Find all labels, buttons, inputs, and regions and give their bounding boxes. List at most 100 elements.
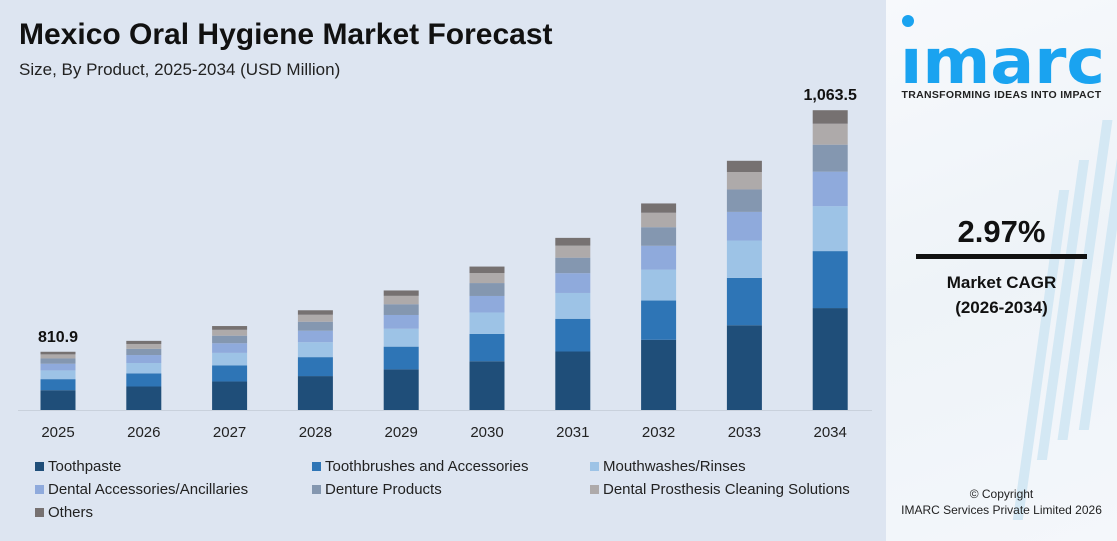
bar-segment-toothpaste-2034 bbox=[812, 308, 848, 410]
copyright-text: © Copyright bbox=[969, 487, 1034, 501]
bar-segment-mouthwashes-rinses-2025 bbox=[40, 370, 76, 380]
x-tick-label: 2027 bbox=[213, 424, 246, 441]
chart-subtitle: Size, By Product, 2025-2034 (USD Million… bbox=[19, 60, 341, 79]
bar-segment-denture-products-2028 bbox=[297, 321, 333, 331]
chart-panel: Mexico Oral Hygiene Market Forecast Size… bbox=[0, 0, 886, 541]
tagline: TRANSFORMING IDEAS INTO IMPACT bbox=[901, 89, 1102, 101]
legend-swatch bbox=[35, 485, 44, 494]
bar-segment-others-2028 bbox=[297, 310, 333, 315]
legend-swatch bbox=[312, 485, 321, 494]
data-label: 1,063.5 bbox=[804, 87, 857, 104]
bar-segment-denture-products-2033 bbox=[726, 189, 762, 212]
bar-segment-mouthwashes-rinses-2033 bbox=[726, 240, 762, 278]
x-tick-label: 2028 bbox=[299, 424, 332, 441]
x-tick-label: 2025 bbox=[41, 424, 74, 441]
legend-item: Mouthwashes/Rinses bbox=[590, 458, 746, 475]
legend-item: Denture Products bbox=[312, 481, 442, 498]
bar-segment-dental-accessories-ancillaries-2027 bbox=[212, 343, 248, 353]
bar-segment-mouthwashes-rinses-2029 bbox=[383, 328, 419, 347]
bar-segment-others-2030 bbox=[469, 266, 505, 274]
bar-segment-denture-products-2034 bbox=[812, 144, 848, 172]
bar-segment-mouthwashes-rinses-2027 bbox=[212, 352, 248, 366]
divider bbox=[916, 254, 1087, 259]
bar-segment-toothbrushes-and-accessories-2029 bbox=[383, 346, 419, 370]
legend-item: Others bbox=[35, 504, 93, 521]
bar-segment-dental-prosthesis-cleaning-solutions-2030 bbox=[469, 273, 505, 284]
bar-segment-denture-products-2031 bbox=[555, 257, 591, 274]
company-name: IMARC Services Private Limited 2026 bbox=[901, 503, 1102, 517]
legend-label: Others bbox=[48, 504, 94, 521]
bar-segment-toothpaste-2033 bbox=[726, 325, 762, 410]
bar-segment-denture-products-2032 bbox=[641, 227, 677, 246]
bar-segment-dental-accessories-ancillaries-2030 bbox=[469, 295, 505, 313]
bar-segment-toothbrushes-and-accessories-2031 bbox=[555, 318, 591, 352]
imarc-logo: ımarc bbox=[900, 15, 1105, 87]
bar-segment-dental-accessories-ancillaries-2031 bbox=[555, 273, 591, 293]
legend-swatch bbox=[590, 485, 599, 494]
legend-label: Toothbrushes and Accessories bbox=[325, 458, 529, 475]
bar-segment-others-2029 bbox=[383, 290, 419, 296]
bar-segment-mouthwashes-rinses-2034 bbox=[812, 206, 848, 252]
x-tick-label: 2029 bbox=[385, 424, 418, 441]
copyright: © Copyright IMARC Services Private Limit… bbox=[886, 486, 1117, 518]
bar-segment-toothbrushes-and-accessories-2027 bbox=[212, 365, 248, 382]
bar-segment-others-2031 bbox=[555, 237, 591, 246]
bar-segment-dental-accessories-ancillaries-2028 bbox=[297, 330, 333, 343]
bar-segment-dental-prosthesis-cleaning-solutions-2034 bbox=[812, 123, 848, 145]
bar-segment-toothbrushes-and-accessories-2028 bbox=[297, 357, 333, 377]
bar-segment-mouthwashes-rinses-2032 bbox=[641, 269, 677, 301]
bar-segment-dental-prosthesis-cleaning-solutions-2029 bbox=[383, 295, 419, 305]
legend-item: Dental Accessories/Ancillaries bbox=[35, 481, 248, 498]
legend-swatch bbox=[590, 462, 599, 471]
bar-segment-denture-products-2027 bbox=[212, 335, 248, 344]
x-tick-label: 2026 bbox=[127, 424, 160, 441]
sidebar: ımarc TRANSFORMING IDEAS INTO IMPACT 2.9… bbox=[886, 0, 1117, 541]
legend-swatch bbox=[35, 462, 44, 471]
bar-segment-dental-accessories-ancillaries-2025 bbox=[40, 363, 76, 371]
bar-segment-others-2025 bbox=[40, 351, 76, 355]
bar-segment-toothpaste-2026 bbox=[126, 386, 162, 410]
bar-segment-denture-products-2025 bbox=[40, 358, 76, 364]
bar-segment-dental-accessories-ancillaries-2034 bbox=[812, 171, 848, 207]
bar-segment-mouthwashes-rinses-2028 bbox=[297, 342, 333, 358]
bar-segment-toothpaste-2027 bbox=[212, 381, 248, 410]
bar-segment-dental-prosthesis-cleaning-solutions-2026 bbox=[126, 343, 162, 349]
bar-segment-toothpaste-2029 bbox=[383, 369, 419, 410]
bar-segment-dental-accessories-ancillaries-2029 bbox=[383, 314, 419, 329]
bar-segment-mouthwashes-rinses-2031 bbox=[555, 292, 591, 319]
bar-segment-toothpaste-2032 bbox=[641, 339, 677, 410]
bar-segment-dental-prosthesis-cleaning-solutions-2027 bbox=[212, 329, 248, 336]
stacked-bar-chart: 2025 810.9 2026 2027 2028 2029 2030 2031 2032 203… bbox=[18, 87, 872, 441]
bar-segment-toothpaste-2028 bbox=[297, 376, 333, 410]
bar-segment-toothbrushes-and-accessories-2030 bbox=[469, 333, 505, 362]
legend-item: Toothpaste bbox=[35, 458, 121, 475]
svg-text:ımarc: ımarc bbox=[900, 25, 1105, 87]
bar-segment-others-2027 bbox=[212, 326, 248, 330]
bar-segment-others-2026 bbox=[126, 340, 162, 344]
bar-segment-dental-prosthesis-cleaning-solutions-2025 bbox=[40, 354, 76, 359]
x-tick-label: 2030 bbox=[470, 424, 503, 441]
bar-segment-mouthwashes-rinses-2026 bbox=[126, 362, 162, 374]
x-tick-label: 2032 bbox=[642, 424, 675, 441]
bar-segment-dental-prosthesis-cleaning-solutions-2028 bbox=[297, 314, 333, 322]
bar-segment-toothpaste-2031 bbox=[555, 351, 591, 410]
bar-segment-toothbrushes-and-accessories-2025 bbox=[40, 379, 76, 391]
legend-label: Mouthwashes/Rinses bbox=[603, 458, 746, 475]
bar-segment-others-2032 bbox=[641, 203, 677, 213]
cagr-label: Market CAGR (2026-2034) bbox=[886, 270, 1117, 320]
bar-segment-dental-prosthesis-cleaning-solutions-2033 bbox=[726, 172, 762, 190]
legend-item: Toothbrushes and Accessories bbox=[312, 458, 528, 475]
legend-swatch bbox=[35, 508, 44, 517]
bar-segment-toothpaste-2025 bbox=[40, 390, 76, 410]
bar-segment-denture-products-2029 bbox=[383, 304, 419, 315]
bar-segment-dental-prosthesis-cleaning-solutions-2031 bbox=[555, 245, 591, 258]
legend-swatch bbox=[312, 462, 321, 471]
bar-segment-dental-accessories-ancillaries-2033 bbox=[726, 211, 762, 241]
bar-segment-toothbrushes-and-accessories-2034 bbox=[812, 251, 848, 309]
bar-segment-toothbrushes-and-accessories-2032 bbox=[641, 300, 677, 340]
x-tick-label: 2034 bbox=[814, 424, 847, 441]
x-tick-label: 2033 bbox=[728, 424, 761, 441]
cagr-label-text: Market CAGR bbox=[946, 273, 1057, 292]
bar-segment-toothbrushes-and-accessories-2026 bbox=[126, 373, 162, 387]
cagr-period: (2026-2034) bbox=[955, 298, 1048, 317]
